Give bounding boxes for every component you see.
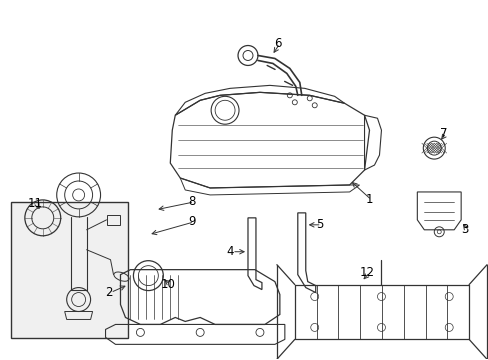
Text: 2: 2 (104, 286, 112, 299)
Text: 7: 7 (440, 127, 447, 140)
Text: 8: 8 (188, 195, 196, 208)
Bar (11, 202, 127, 338)
Text: 6: 6 (274, 37, 281, 50)
Text: 1: 1 (365, 193, 372, 206)
Text: 4: 4 (226, 245, 233, 258)
Text: 9: 9 (188, 215, 196, 228)
Text: 3: 3 (461, 223, 468, 236)
Text: 10: 10 (161, 278, 175, 291)
Text: 5: 5 (315, 218, 323, 231)
Text: 11: 11 (27, 197, 42, 210)
Text: 12: 12 (359, 266, 374, 279)
